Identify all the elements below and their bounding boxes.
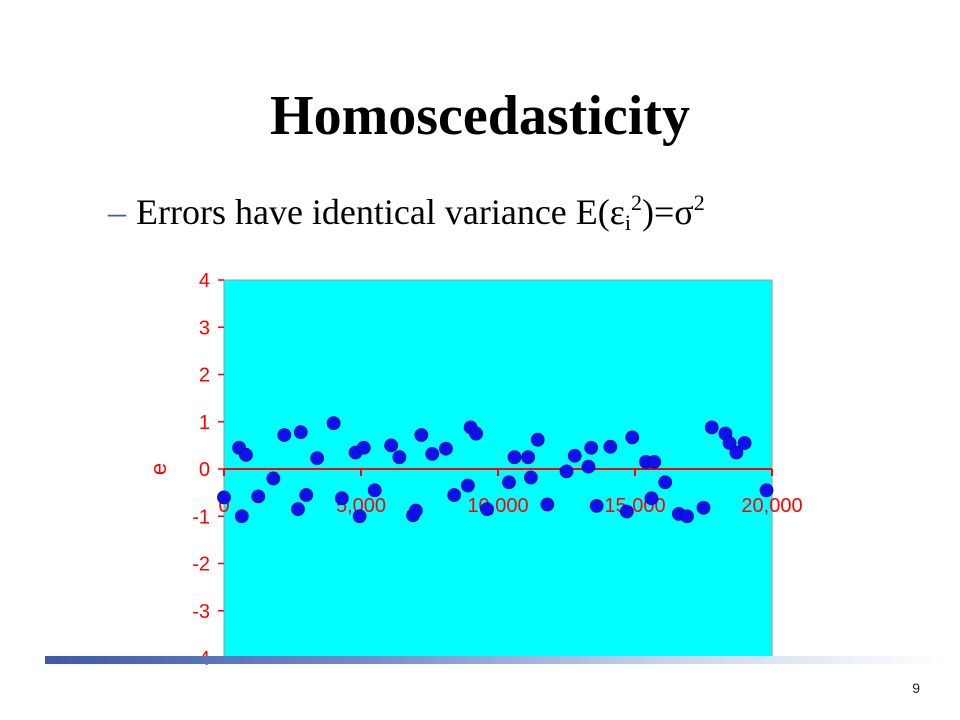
data-point <box>469 426 483 441</box>
y-tick-label: -1 <box>192 506 210 528</box>
data-point <box>326 416 341 431</box>
data-points <box>217 416 774 524</box>
bullet-subscript: i <box>624 210 631 235</box>
data-point <box>704 420 719 435</box>
data-point <box>521 450 536 465</box>
data-point <box>234 509 249 524</box>
data-point <box>480 502 494 517</box>
y-tick-label: 1 <box>199 412 210 434</box>
y-tick-label: 0 <box>199 459 210 481</box>
data-point <box>625 430 640 445</box>
data-point <box>439 441 453 456</box>
bullet-superscript-1: 2 <box>631 190 642 215</box>
bullet-superscript-2: 2 <box>693 190 705 215</box>
y-tick-label: 4 <box>199 270 210 292</box>
data-point <box>352 509 367 524</box>
x-tick-label: 5,000 <box>336 495 386 517</box>
data-point <box>277 428 292 442</box>
data-point <box>293 425 308 440</box>
data-point <box>696 500 711 515</box>
data-point <box>559 464 574 479</box>
data-point <box>408 503 423 518</box>
data-point <box>299 488 314 502</box>
y-tick-label: -2 <box>192 554 210 576</box>
y-tick-label: 3 <box>199 317 210 339</box>
data-point <box>530 432 545 447</box>
zero-line-group <box>223 468 773 476</box>
data-point <box>647 455 662 469</box>
data-point <box>291 502 305 517</box>
bullet-mid-text: )=σ <box>642 192 694 232</box>
data-point <box>722 436 737 450</box>
data-point <box>658 475 673 490</box>
data-point <box>680 509 694 524</box>
data-point <box>239 447 253 462</box>
x-tick-label: 0 <box>218 495 229 517</box>
data-point <box>356 440 371 455</box>
data-point <box>603 439 618 454</box>
data-point <box>414 428 429 442</box>
data-point <box>460 478 475 493</box>
x-tick-label: 20,000 <box>741 495 802 517</box>
data-point <box>266 471 281 486</box>
data-point <box>589 498 604 513</box>
data-point <box>729 445 744 460</box>
data-point <box>759 483 774 498</box>
data-point <box>737 436 752 450</box>
data-point <box>367 483 382 498</box>
bullet-text: – Errors have identical variance E(εi2)=σ… <box>108 190 705 236</box>
data-point <box>540 497 555 512</box>
data-point <box>310 451 325 466</box>
data-point <box>584 440 599 455</box>
data-point <box>392 450 407 465</box>
data-point <box>581 459 596 474</box>
x-tick-label: 10,000 <box>467 495 528 517</box>
data-point <box>644 491 659 506</box>
data-point <box>447 488 462 502</box>
y-tick-label: -3 <box>192 601 210 623</box>
data-point <box>619 504 634 519</box>
data-point <box>502 475 516 490</box>
data-point <box>425 446 440 461</box>
data-point <box>567 448 582 463</box>
bullet-dash: – <box>108 192 126 232</box>
data-point <box>507 450 522 465</box>
data-point <box>384 438 399 453</box>
slide-title: Homoscedasticity <box>270 85 690 147</box>
y-tick-label: 2 <box>199 365 210 387</box>
bullet-main-text: Errors have identical variance E(ε <box>136 192 625 232</box>
y-axis-label: e <box>146 463 171 475</box>
data-point <box>251 489 266 504</box>
footer-gradient-bar <box>45 656 945 664</box>
data-point <box>217 490 231 505</box>
page-number: 9 <box>912 680 920 696</box>
data-point <box>523 470 538 485</box>
data-point <box>334 491 349 506</box>
